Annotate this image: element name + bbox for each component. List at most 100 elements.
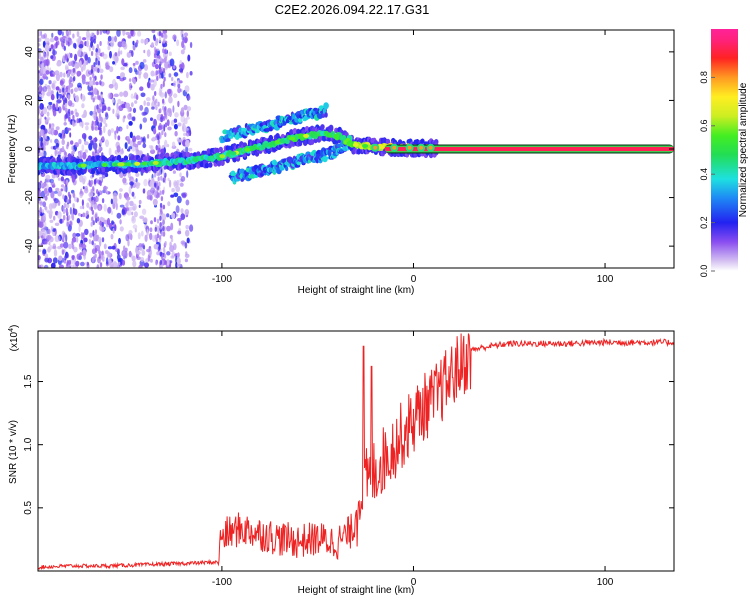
spectrogram-noise-cell: [177, 100, 180, 108]
spectrogram-noise-cell: [150, 145, 154, 151]
spectrogram-noise-cell: [131, 191, 135, 197]
spectrogram-noise-cell: [96, 196, 99, 202]
spectrogram-noise-cell: [69, 40, 72, 46]
snr-y-tick-label: 1.5: [23, 374, 34, 388]
spectrogram-noise-cell: [53, 215, 56, 221]
spectrogram-noise-cell: [112, 61, 116, 65]
spectrogram-noise-cell: [93, 62, 96, 68]
spectrogram-noise-cell: [142, 59, 147, 63]
spectrogram-noise-cell: [189, 224, 194, 232]
spectrogram-noise-cell: [50, 127, 55, 136]
spectrogram-noise-cell: [54, 36, 59, 41]
spectrogram-noise-cell: [81, 94, 86, 102]
spectrogram-noise-cell: [38, 152, 44, 157]
spectrogram-ridge-cell: [219, 154, 226, 159]
spectrogram-noise-cell: [120, 66, 125, 71]
spectrogram-noise-cell: [53, 249, 58, 257]
colorbar-ticks: 0.0 0.2 0.4 0.6 0.8: [699, 71, 715, 277]
spectrogram-noise-cell: [149, 180, 155, 189]
spectrogram-noise-cell: [67, 100, 73, 107]
spectrogram-noise-cell: [68, 70, 71, 76]
spectrogram-noise-cell: [41, 182, 48, 187]
spectrogram-noise-cell: [50, 73, 54, 77]
spectrogram-noise-cell: [173, 72, 179, 77]
snr-y-scale-exponent: 4: [8, 328, 15, 332]
spectrogram-halo-cell: [420, 138, 425, 145]
spectrogram-noise-cell: [156, 38, 159, 44]
spectrogram-noise-cell: [105, 139, 109, 148]
spectrogram-noise-cell: [65, 234, 68, 243]
spectrogram-noise-cell: [42, 73, 47, 80]
spectrogram-noise-cell: [96, 90, 100, 96]
spectrogram-noise-cell: [50, 55, 54, 59]
spectrogram-noise-cell: [109, 66, 114, 73]
spectrogram-lower-branch-cell: [285, 166, 289, 172]
spectrogram-noise-cell: [84, 185, 88, 192]
spectrogram-noise-cell: [128, 230, 133, 235]
spectrogram-noise-cell: [179, 172, 182, 178]
spectrogram-noise-cell: [168, 88, 173, 97]
spectrogram-noise-cell: [185, 199, 190, 206]
spectrogram-noise-cell: [65, 107, 68, 113]
spectrogram-noise-cell: [111, 245, 116, 250]
spectrogram-noise-cell: [94, 120, 97, 126]
spectrogram-noise-cell: [81, 199, 84, 207]
spectrogram-noise-cell: [44, 240, 48, 245]
spectrogram-noise-cell: [117, 258, 122, 262]
spectrogram-noise-cell: [48, 203, 53, 211]
spectrogram-noise-cell: [114, 82, 119, 91]
spectrogram-noise-cell: [107, 35, 112, 42]
spectrogram-noise-cell: [47, 246, 51, 253]
spectrogram-noise-cell: [185, 251, 188, 256]
spectrogram-noise-cell: [150, 149, 156, 155]
spectrogram-noise-cell: [90, 179, 94, 185]
spectrogram-noise-cell: [88, 135, 93, 140]
spectrogram-noise-cell: [162, 247, 166, 252]
spectrogram-noise-cell: [172, 105, 175, 113]
spectrogram-noise-cell: [149, 258, 153, 263]
spectrogram-noise-cell: [79, 121, 82, 127]
spectrogram-y-tick-label: 20: [24, 94, 35, 106]
spectrogram-noise-cell: [73, 87, 79, 93]
colorbar-label: Normalized spectral amplitude: [738, 82, 749, 217]
spectrogram-noise-cell: [126, 51, 132, 58]
spectrogram-noise-cell: [78, 151, 81, 158]
spectrogram-noise-cell: [180, 49, 185, 55]
spectrogram-noise-cell: [48, 101, 53, 106]
spectrogram-noise-cell: [142, 143, 147, 149]
spectrogram-noise-cell: [40, 141, 43, 147]
spectrogram-noise-cell: [53, 198, 59, 204]
spectrogram-noise-cell: [119, 226, 124, 232]
spectrogram-upper-branch-cell: [324, 112, 328, 118]
spectrogram-noise-cell: [153, 128, 157, 135]
spectrogram-noise-cell: [63, 122, 67, 126]
spectrogram-noise-cell: [131, 116, 136, 121]
spectrogram-noise-cell: [176, 195, 182, 204]
spectrogram-noise-cell: [38, 146, 41, 154]
spectrogram-noise-cell: [88, 80, 94, 88]
spectrogram-noise-cell: [171, 212, 176, 219]
spectrogram-noise-cell: [38, 255, 41, 261]
spectrogram-noise-cell: [52, 243, 56, 249]
spectrogram-noise-cell: [181, 40, 185, 49]
spectrogram-noise-cell: [97, 68, 100, 73]
spectrogram-noise-cell: [114, 224, 117, 232]
spectrogram-noise-cell: [113, 93, 119, 98]
spectrogram-noise-cell: [70, 140, 74, 145]
spectrogram-noise-cell: [59, 71, 63, 78]
spectrogram-noise-cell: [86, 261, 90, 266]
spectrogram-noise-cell: [48, 80, 52, 85]
spectrogram-noise-cell: [87, 56, 91, 64]
spectrogram-noise-cell: [82, 212, 85, 218]
spectrogram-noise-cell: [118, 237, 121, 245]
spectrogram-noise-cell: [40, 110, 44, 116]
spectrogram-lower-branch-cell: [230, 170, 236, 176]
spectrogram-noise-cell: [173, 243, 177, 251]
spectrogram-noise-cell: [173, 123, 178, 130]
spectrogram-noise-cell: [56, 71, 59, 77]
spectrogram-noise-cell: [41, 229, 47, 236]
spectrogram-noise-cell: [164, 241, 167, 246]
spectrogram-noise-cell: [56, 150, 59, 155]
spectrogram-noise-cell: [99, 176, 102, 182]
spectrogram-noise-cell: [130, 93, 134, 99]
